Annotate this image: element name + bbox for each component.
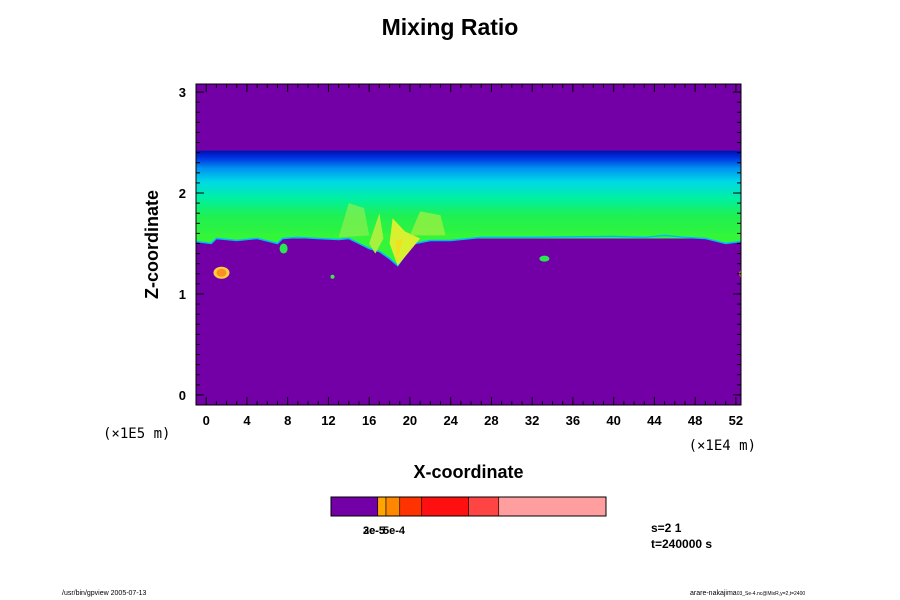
x-tick-label-4: 16 [362, 413, 376, 428]
x-tick-label-13: 52 [729, 413, 743, 428]
band-lower-edge [196, 233, 741, 266]
footer-right-sub: 03_Se-4.nc@MixR,y=2,t=2400 [736, 591, 806, 597]
y-axis-title: Z-coordinate [142, 190, 162, 299]
x-scale-note: (×1E4 m) [689, 438, 756, 454]
band-edge-line [195, 234, 742, 267]
footer-left: /usr/bin/gpview 2005-07-13 [62, 590, 147, 597]
colorbar: 2e-53e-55e-43e-5e-4 [330, 496, 607, 537]
y-tick-label-3: 3 [179, 85, 186, 100]
colorbar-frame [330, 496, 607, 517]
y-tick-label-1: 1 [179, 287, 186, 302]
layer-0 [196, 238, 741, 405]
x-tick-label-12: 48 [688, 413, 702, 428]
plume-core [395, 238, 403, 264]
x-tick-label-3: 12 [321, 413, 335, 428]
footer-right: arare-nakajima03_Se-4.nc@MixR,y=2,t=2400 [690, 590, 805, 597]
plume-left [369, 213, 384, 254]
chart-title: Mixing Ratio [381, 14, 519, 40]
run-info-t: t=240000 s [651, 537, 713, 551]
footer-right-main: arare-nakajima [690, 590, 737, 597]
x-axis-title: X-coordinate [413, 462, 523, 482]
axis-ticks [196, 84, 741, 405]
y-tick-label-2: 2 [179, 186, 186, 201]
colorbar-segment-2 [385, 496, 401, 517]
y-tick-label-0: 0 [179, 388, 186, 403]
x-tick-label-8: 32 [525, 413, 539, 428]
x-tick-label-5: 20 [403, 413, 417, 428]
x-tick-label-1: 4 [243, 413, 251, 428]
x-tick-label-0: 0 [203, 413, 210, 428]
plot-frame [195, 83, 742, 406]
blob-green-right [539, 255, 550, 262]
plume-right [409, 211, 446, 236]
transition-band [196, 150, 741, 239]
run-info: s=2 1 t=240000 s [651, 520, 712, 552]
y-scale-note: (×1E5 m) [103, 426, 170, 442]
x-tick-label-9: 36 [566, 413, 580, 428]
x-tick-label-7: 28 [484, 413, 498, 428]
colorbar-segment-5 [468, 496, 500, 517]
run-info-s: s=2 1 [651, 521, 682, 535]
blob-green-left [279, 243, 288, 254]
colorbar-segment-0 [330, 496, 379, 517]
x-tick-label-11: 44 [647, 413, 662, 428]
blob-orange-core [216, 268, 227, 277]
plume-streak [338, 203, 370, 238]
blob-small [330, 274, 335, 279]
plot-area [195, 83, 742, 406]
colorbar-segment-6 [498, 496, 607, 517]
x-tick-label-10: 40 [606, 413, 620, 428]
x-tick-label-6: 24 [443, 413, 458, 428]
colorbar-label-1: 2e-5 [363, 525, 385, 537]
layer-4 [196, 84, 741, 151]
axis-labels: 0 4 8 12 16 20 24 28 32 36 40 44 48 520123X-coordinat… [103, 85, 756, 482]
colorbar-segment-3 [399, 496, 423, 517]
colorbar-segment-4 [421, 496, 469, 517]
colorbar-label-3: 5e-4 [383, 525, 406, 537]
colorbar-segment-1 [377, 496, 387, 517]
colorbar-label-2: 3e-5 [363, 525, 385, 537]
x-tick-label-2: 8 [284, 413, 291, 428]
